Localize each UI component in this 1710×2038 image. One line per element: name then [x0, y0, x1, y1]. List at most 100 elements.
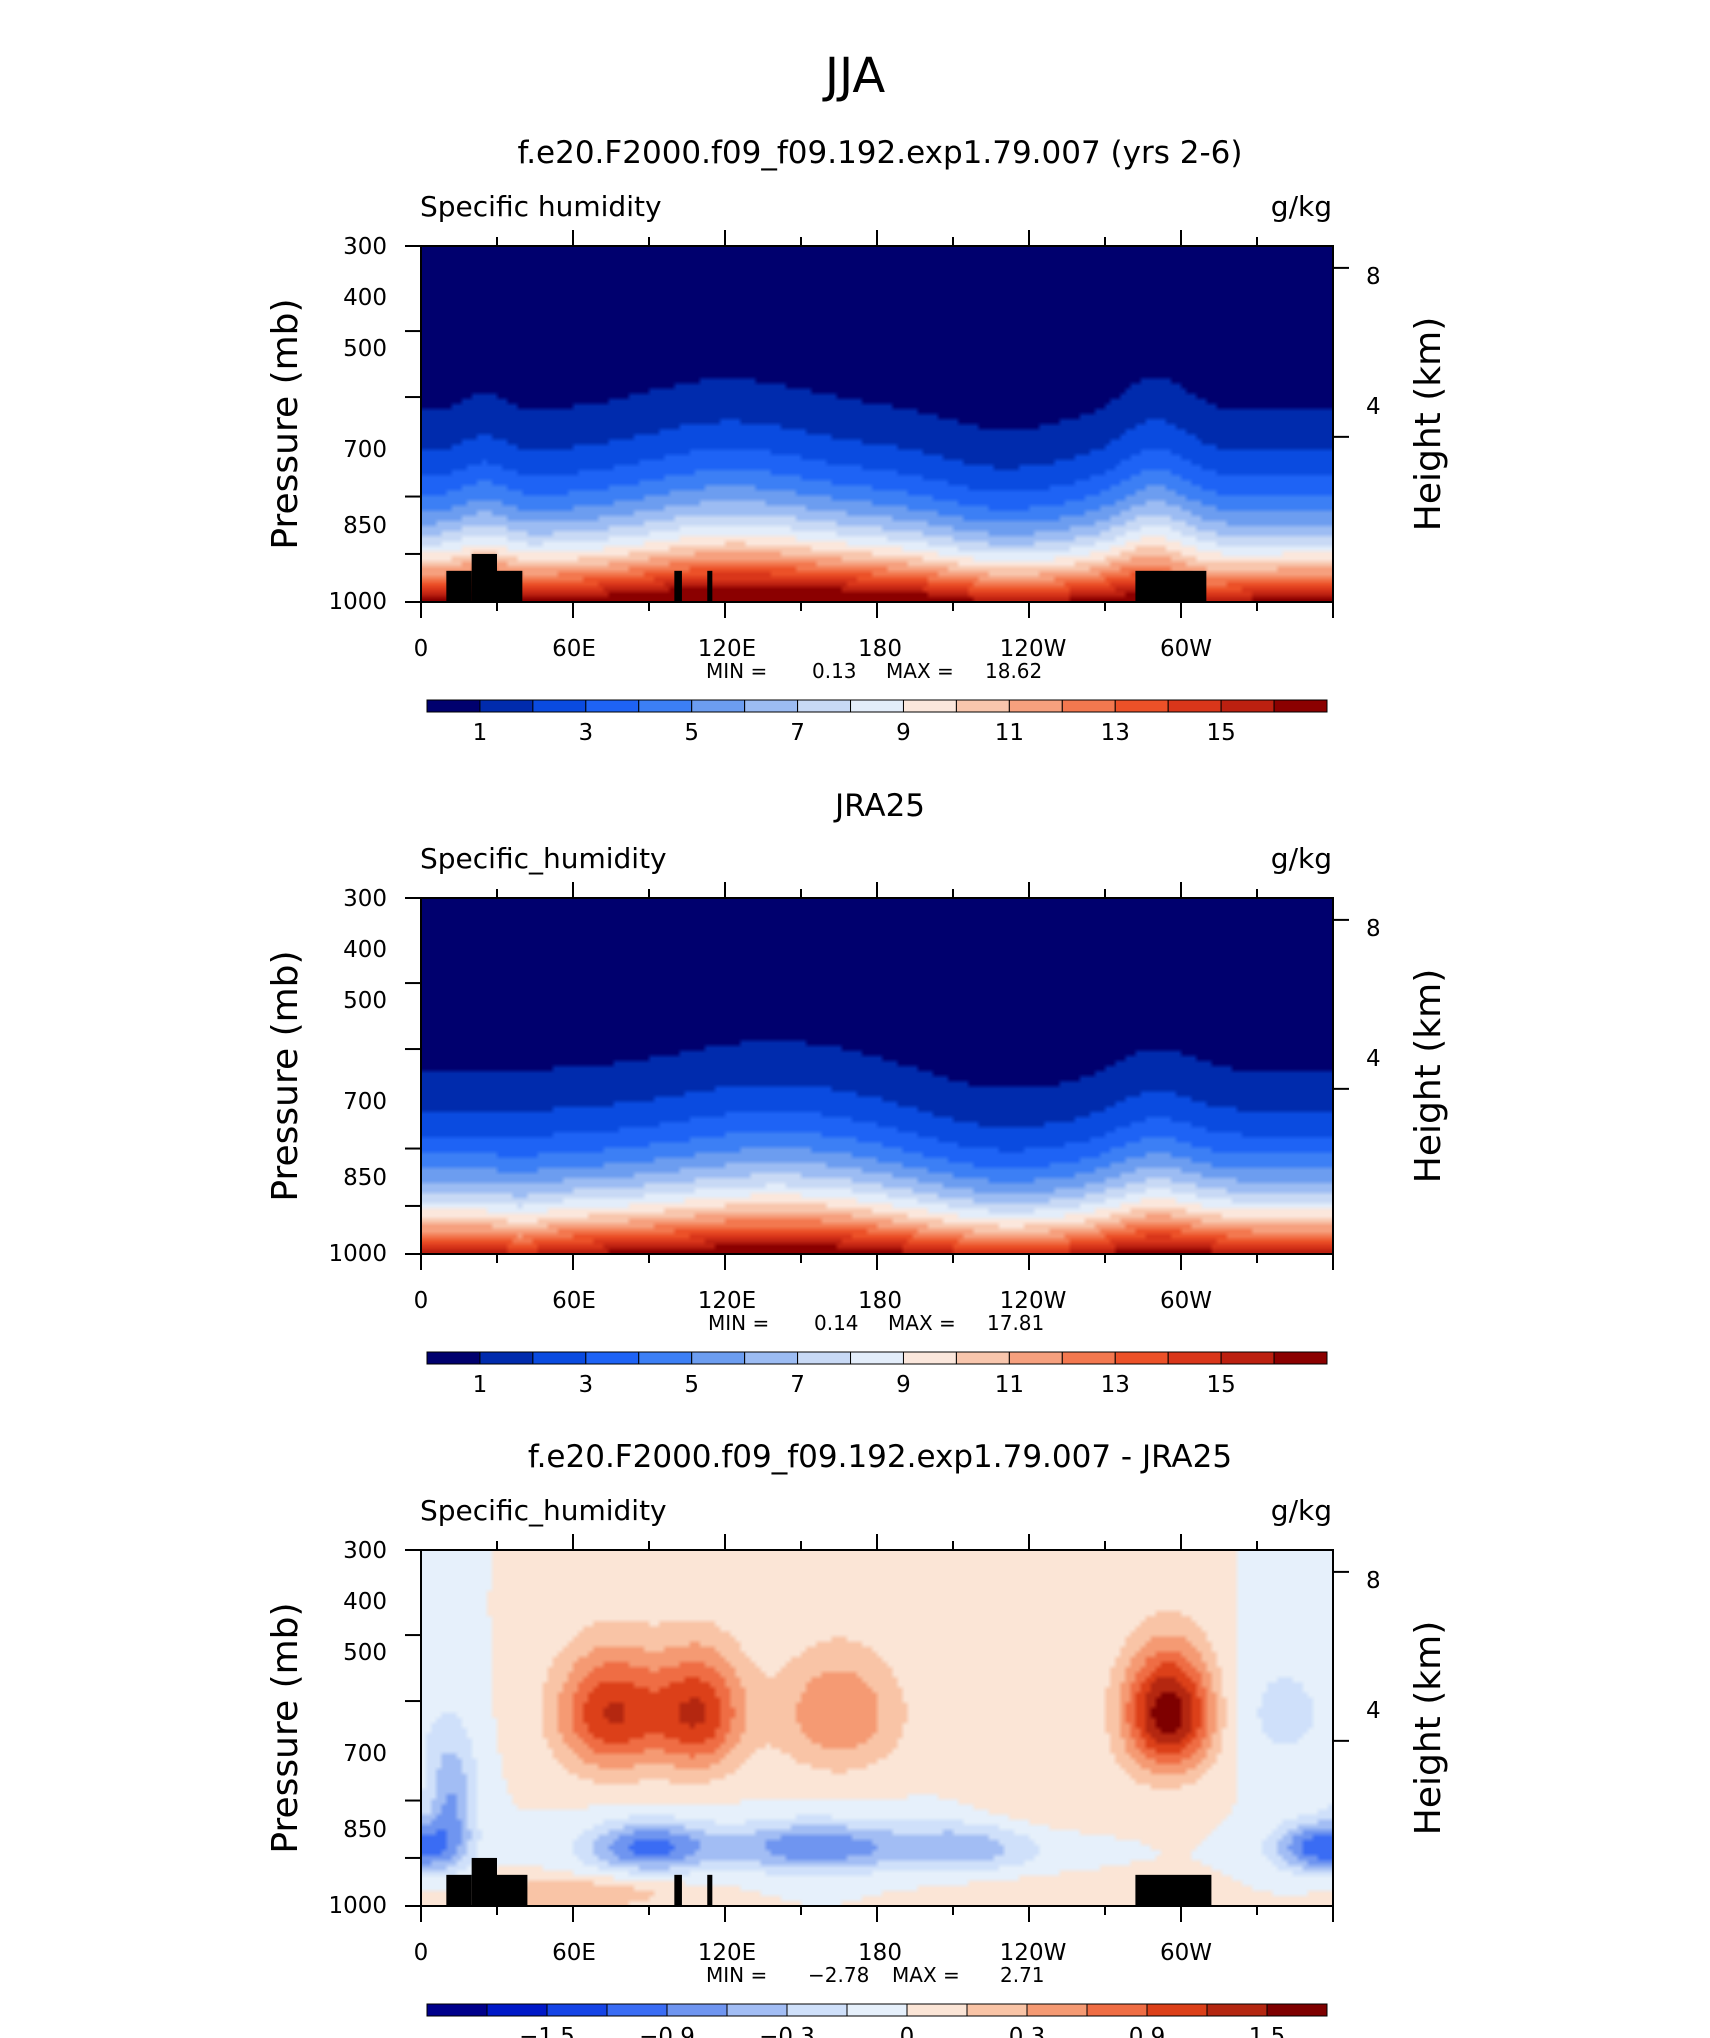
colorbar-swatch: [1086, 2003, 1148, 2017]
topography-mask: [497, 1874, 528, 1906]
min-value: −2.78: [808, 1963, 869, 1987]
colorbar-label: 3: [579, 1372, 594, 1398]
contour-plot: [405, 882, 1349, 1270]
xtick-label: 180: [858, 1940, 902, 1966]
xtick-label: 60E: [552, 1940, 596, 1966]
colorbar-swatch: [1146, 2003, 1208, 2017]
colorbar-swatch: [585, 699, 640, 713]
topography-mask: [707, 1874, 713, 1906]
contour-field: [421, 1550, 1333, 1906]
topography-mask: [674, 570, 682, 602]
colorbar-swatch: [426, 1351, 481, 1365]
topography-mask: [1135, 1874, 1212, 1906]
colorbar-label: 7: [790, 720, 805, 746]
units-label: g/kg: [1271, 1494, 1332, 1527]
xtick-label: 120E: [698, 1940, 756, 1966]
panel-title: f.e20.F2000.f09_f09.192.exp1.79.007 (yrs…: [518, 135, 1243, 171]
colorbar-label: 5: [684, 720, 699, 746]
colorbar-swatch: [479, 1351, 534, 1365]
topography-mask: [471, 1857, 497, 1906]
ytick-label: 400: [343, 285, 387, 311]
colorbar-swatch: [744, 699, 799, 713]
xtick-label: 180: [858, 1288, 902, 1314]
variable-label: Specific_humidity: [420, 1494, 667, 1527]
ytick-label-right: 4: [1366, 1046, 1381, 1072]
ytick-label: 300: [343, 234, 387, 260]
colorbar-label: 5: [684, 1372, 699, 1398]
max-value: 18.62: [985, 659, 1042, 683]
colorbar-swatch: [426, 2003, 488, 2017]
colorbar-swatch: [744, 1351, 799, 1365]
min-label: MIN =: [706, 1963, 767, 1987]
variable-label: Specific humidity: [420, 190, 662, 223]
colorbar-swatch: [691, 1351, 746, 1365]
colorbar: 1 3 5 7 9 11 13 15: [426, 1351, 1328, 1398]
colorbar-label: 7: [790, 1372, 805, 1398]
colorbar-swatch: [638, 699, 693, 713]
colorbar-label: 13: [1101, 720, 1130, 746]
colorbar-swatch: [691, 699, 746, 713]
colorbar-swatch: [1061, 699, 1116, 713]
colorbar-swatch: [906, 2003, 968, 2017]
max-label: MAX =: [892, 1963, 960, 1987]
colorbar-label: 11: [995, 1372, 1024, 1398]
ytick-label-right: 8: [1366, 1568, 1381, 1594]
xtick-label: 0: [414, 1288, 429, 1314]
colorbar: 1 3 5 7 9 11 13 15: [426, 699, 1328, 746]
colorbar-swatch: [850, 1351, 904, 1365]
ytick-label-right: 8: [1366, 916, 1381, 942]
panel-title: f.e20.F2000.f09_f09.192.exp1.79.007 - JR…: [528, 1439, 1232, 1475]
colorbar-label: 0: [900, 2024, 915, 2038]
colorbar-label: 15: [1206, 1372, 1235, 1398]
topography-mask: [674, 1874, 682, 1906]
ytick-label: 700: [343, 1741, 387, 1767]
topography-mask: [1135, 570, 1207, 602]
colorbar-label: 0.3: [1009, 2024, 1046, 2038]
colorbar-swatch: [797, 699, 852, 713]
colorbar-swatch: [846, 2003, 908, 2017]
xtick-label: 120W: [1000, 636, 1067, 662]
colorbar-label: 1: [473, 1372, 488, 1398]
min-value: 0.13: [812, 659, 857, 683]
colorbar-swatch: [486, 2003, 548, 2017]
colorbar-label: 15: [1206, 720, 1235, 746]
colorbar-swatch: [1273, 1351, 1328, 1365]
variable-label: Specific_humidity: [420, 842, 667, 875]
colorbar-swatch: [666, 2003, 728, 2017]
colorbar-label: 1: [473, 720, 488, 746]
colorbar-swatch: [1220, 1351, 1275, 1365]
xtick-label: 60W: [1160, 1940, 1212, 1966]
xtick-label: 0: [414, 636, 429, 662]
ytick-label: 700: [343, 437, 387, 463]
colorbar-swatch: [902, 1351, 957, 1365]
ytick-label: 850: [343, 513, 387, 539]
colorbar-label: 0.9: [1129, 2024, 1166, 2038]
ylabel-pressure: Pressure (mb): [265, 950, 306, 1201]
colorbar-swatch: [1220, 699, 1275, 713]
colorbar-label: 9: [896, 720, 911, 746]
colorbar-swatch: [426, 699, 481, 713]
colorbar-swatch: [1167, 699, 1222, 713]
xtick-label: 60W: [1160, 1288, 1212, 1314]
colorbar-swatch: [585, 1351, 640, 1365]
units-label: g/kg: [1271, 190, 1332, 223]
colorbar-swatch: [1273, 699, 1328, 713]
ytick-label: 850: [343, 1165, 387, 1191]
ytick-label: 300: [343, 1538, 387, 1564]
panel-title: JRA25: [833, 788, 925, 824]
topography-mask: [446, 570, 472, 602]
colorbar-swatch: [1008, 699, 1063, 713]
colorbar-swatch: [966, 2003, 1028, 2017]
xtick-label: 60E: [552, 636, 596, 662]
ytick-label: 500: [343, 1640, 387, 1666]
xtick-label: 60W: [1160, 636, 1212, 662]
colorbar-label: 1.5: [1249, 2024, 1286, 2038]
xtick-label: 0: [414, 1940, 429, 1966]
panel-jra25: JRA25 Specific_humidity g/kg Pressure (m…: [265, 788, 1449, 1398]
xtick-label: 120E: [698, 636, 756, 662]
colorbar-swatch: [955, 699, 1010, 713]
ytick-label: 400: [343, 1589, 387, 1615]
colorbar-swatch: [532, 1351, 587, 1365]
min-value: 0.14: [814, 1311, 859, 1335]
